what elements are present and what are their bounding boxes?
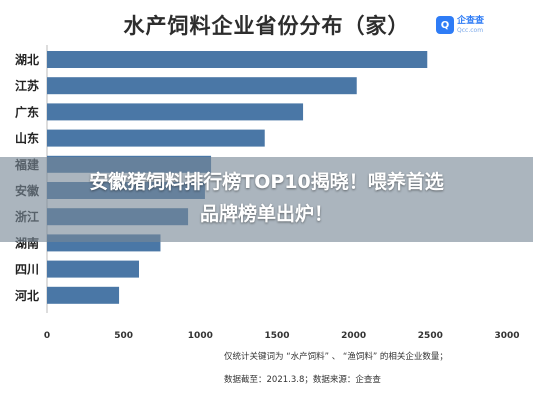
category-label-2: 江苏 [15,78,39,93]
bar-2 [47,77,357,95]
bar-4 [47,129,265,147]
logo-sub: Qcc.com [457,26,484,34]
x-tick-label-2: 500 [114,331,133,341]
bar-9 [47,260,139,278]
footnote-scope: 仅统计关键词为 “水产饲料” 、 “渔饲料” 的相关企业数量； [224,352,448,362]
x-tick-label-3: 1000 [188,331,213,341]
headline-line-1: 安徽猪饲料排行榜TOP10揭晓！喂养首选 [89,171,444,193]
x-tick-label-7: 3000 [494,331,519,341]
x-tick-label-6: 2500 [418,331,443,341]
category-label-9: 四川 [15,263,39,277]
chart-title: 水产饲料企业省份分布（家） [123,14,410,38]
category-label-3: 广东 [15,104,39,119]
x-tick-label-5: 2000 [341,331,366,341]
headline-text: 安徽猪饲料排行榜TOP10揭晓！喂养首选 品牌榜单出炉！ [0,166,533,230]
logo-name: 企查查 [457,15,485,26]
qcc-logo-icon: Q [436,16,454,34]
footnote-source: 数据截至：2021.3.8；数据来源：企查查 [224,375,381,385]
headline-banner [0,157,533,242]
qcc-logo: Q 企查查 Qcc.com [436,14,498,36]
category-label-4: 山东 [15,131,39,146]
headline-line-2: 品牌榜单出炉！ [199,203,333,225]
category-label-10: 河北 [14,288,39,303]
bar-10 [47,286,120,304]
bar-1 [47,51,428,68]
category-label-1: 湖北 [15,52,39,67]
x-tick-label-1: 0 [44,331,50,341]
bar-3 [47,103,304,121]
x-tick-label-4: 1500 [264,331,289,341]
